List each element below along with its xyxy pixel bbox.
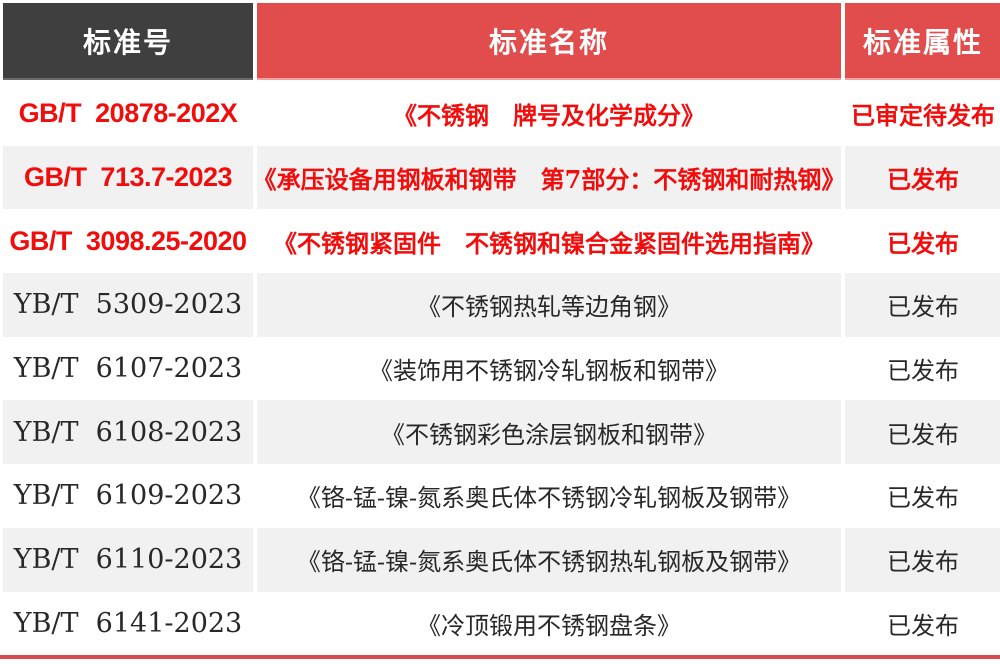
header-cell-standard-number: 标准号 (3, 3, 253, 80)
standard-number-cell: YB/T 5309-2023 (3, 273, 253, 337)
standard-name-cell: 《不锈钢紧固件 不锈钢和镍合金紧固件选用指南》 (257, 209, 841, 274)
standard-name-cell: 《不锈钢彩色涂层钢板和钢带》 (257, 400, 841, 465)
standard-name-cell: 《不锈钢热轧等边角钢》 (257, 273, 841, 337)
standard-name-cell: 《铬-锰-镍-氮系奥氏体不锈钢热轧钢板及钢带》 (257, 527, 841, 592)
table-row: GB/T 3098.25-2020 《不锈钢紧固件 不锈钢和镍合金紧固件选用指南… (3, 209, 1000, 274)
standard-number-cell: GB/T 20878-202X (3, 82, 253, 146)
standard-status-cell: 已发布 (845, 336, 1000, 401)
header-cell-standard-attribute: 标准属性 (845, 3, 1000, 80)
standard-number-cell: GB/T 3098.25-2020 (3, 209, 253, 274)
standard-number-cell: YB/T 6107-2023 (3, 336, 253, 401)
table-row: YB/T 6141-2023 《冷顶锻用不锈钢盘条》 已发布 (3, 591, 1000, 656)
table-row: GB/T 20878-202X 《不锈钢 牌号及化学成分》 已审定待发布 (3, 82, 1000, 146)
header-cell-standard-name: 标准名称 (257, 3, 841, 80)
standard-name-cell: 《不锈钢 牌号及化学成分》 (257, 82, 841, 146)
table-row: YB/T 5309-2023 《不锈钢热轧等边角钢》 已发布 (3, 273, 1000, 337)
standard-number-cell: YB/T 6109-2023 (3, 464, 253, 528)
table-body: GB/T 20878-202X 《不锈钢 牌号及化学成分》 已审定待发布 GB/… (3, 82, 1000, 656)
standard-name-cell: 《装饰用不锈钢冷轧钢板和钢带》 (257, 336, 841, 401)
table-header-row: 标准号 标准名称 标准属性 (3, 3, 1000, 80)
standard-status-cell: 已审定待发布 (845, 82, 1000, 146)
table-row: YB/T 6110-2023 《铬-锰-镍-氮系奥氏体不锈钢热轧钢板及钢带》 已… (3, 527, 1000, 592)
bottom-red-rule (0, 655, 1000, 660)
standard-status-cell: 已发布 (845, 464, 1000, 528)
standard-number-cell: YB/T 6108-2023 (3, 400, 253, 465)
table-row: YB/T 6109-2023 《铬-锰-镍-氮系奥氏体不锈钢冷轧钢板及钢带》 已… (3, 464, 1000, 528)
table-row: YB/T 6108-2023 《不锈钢彩色涂层钢板和钢带》 已发布 (3, 400, 1000, 465)
standard-status-cell: 已发布 (845, 145, 1000, 210)
table-row: GB/T 713.7-2023 《承压设备用钢板和钢带 第7部分：不锈钢和耐热钢… (3, 145, 1000, 210)
standard-status-cell: 已发布 (845, 273, 1000, 337)
table-row: YB/T 6107-2023 《装饰用不锈钢冷轧钢板和钢带》 已发布 (3, 336, 1000, 401)
standard-status-cell: 已发布 (845, 400, 1000, 465)
standard-number-cell: YB/T 6141-2023 (3, 591, 253, 656)
standard-status-cell: 已发布 (845, 527, 1000, 592)
standard-status-cell: 已发布 (845, 209, 1000, 274)
standard-name-cell: 《承压设备用钢板和钢带 第7部分：不锈钢和耐热钢》 (253, 145, 845, 210)
standard-name-cell: 《铬-锰-镍-氮系奥氏体不锈钢冷轧钢板及钢带》 (257, 464, 841, 528)
standard-number-cell: YB/T 6110-2023 (3, 527, 253, 592)
standard-number-cell: GB/T 713.7-2023 (3, 145, 253, 210)
standard-status-cell: 已发布 (845, 591, 1000, 656)
standard-name-cell: 《冷顶锻用不锈钢盘条》 (257, 591, 841, 656)
